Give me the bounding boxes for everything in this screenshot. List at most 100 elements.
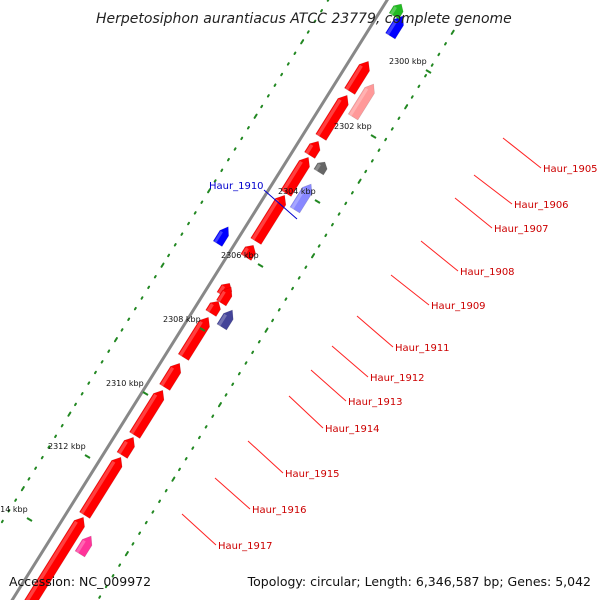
gc-dot xyxy=(284,297,288,301)
gene-arrow-1910[interactable] xyxy=(212,226,229,247)
gene-arrow-1909[interactable] xyxy=(240,244,256,261)
gene-label-haur-1909[interactable]: Haur_1909 xyxy=(431,301,486,312)
gc-dot xyxy=(331,222,334,227)
gc-dot xyxy=(264,327,269,333)
gc-dot xyxy=(200,200,204,204)
gc-dot xyxy=(397,116,401,120)
gene-arrow-1916[interactable] xyxy=(116,436,135,459)
gc-dot xyxy=(193,211,197,215)
gc-dot xyxy=(20,486,25,492)
gene-highlight xyxy=(179,320,203,357)
gene-label-haur-1911[interactable]: Haur_1911 xyxy=(395,343,450,354)
ruler-tick xyxy=(370,134,377,139)
gc-dot xyxy=(173,243,177,247)
gene-arrow-1911b[interactable] xyxy=(216,309,234,331)
gene-arrow-1907b[interactable] xyxy=(289,183,313,214)
gene-arrow-1908[interactable] xyxy=(250,194,287,245)
gene-arrow-1906[interactable] xyxy=(304,140,321,159)
gene-highlight xyxy=(214,230,223,243)
gene-label-haur-1917[interactable]: Haur_1917 xyxy=(218,541,273,552)
gene-highlight xyxy=(217,285,226,295)
gc-dot xyxy=(444,42,447,46)
gc-dot xyxy=(357,178,362,184)
gc-dot xyxy=(233,147,237,151)
gc-dot xyxy=(437,52,441,57)
gc-dot xyxy=(390,127,394,131)
gc-dot xyxy=(213,179,217,183)
gene-arrow-1904[interactable] xyxy=(344,60,370,95)
gc-dot xyxy=(27,477,31,481)
gene-highlight xyxy=(241,247,249,257)
gc-dot xyxy=(304,265,308,269)
gc-dot xyxy=(171,476,176,482)
ruler-ticks: 2300 kbp 2302 kbp 2304 kbp 2306 kbp 2308 kbp… xyxy=(0,57,432,522)
gene-arrow-1905b[interactable] xyxy=(347,83,375,121)
gene-arrow-1905[interactable] xyxy=(315,94,349,141)
gc-dot xyxy=(140,296,144,300)
gc-dot xyxy=(260,104,264,109)
gc-dot xyxy=(266,94,270,98)
gene-leader-line xyxy=(331,345,369,378)
gene-arrow-1917a[interactable] xyxy=(23,516,85,600)
gc-dot xyxy=(133,306,137,311)
gc-dot xyxy=(40,455,44,460)
gene-arrow-1915[interactable] xyxy=(129,389,165,439)
gene-arrow-1906b[interactable] xyxy=(313,161,328,176)
backbone-track xyxy=(10,0,389,600)
gc-dot xyxy=(286,62,290,66)
gene-arrow-1907[interactable] xyxy=(280,156,310,197)
gc-dot xyxy=(204,425,208,429)
gene-highlight xyxy=(349,87,369,117)
gc-dot xyxy=(74,402,77,407)
gene-arrow-1914[interactable] xyxy=(159,362,182,391)
gene-arrow-1903-green[interactable] xyxy=(388,3,404,20)
gene-leader-line xyxy=(420,240,459,272)
gc-dot xyxy=(147,285,151,290)
gc-dot xyxy=(111,574,115,578)
gene-label-haur-1910[interactable]: Haur_1910 xyxy=(209,181,264,192)
gc-dot xyxy=(87,381,91,385)
gene-label-haur-1916[interactable]: Haur_1916 xyxy=(252,505,307,516)
gene-label-haur-1905[interactable]: Haur_1905 xyxy=(543,164,598,175)
gc-dot xyxy=(127,317,131,321)
gc-dot xyxy=(320,9,323,13)
gc-dot xyxy=(271,318,275,323)
ruler-tick-label: 2300 kbp xyxy=(389,57,427,66)
gene-label-haur-1915[interactable]: Haur_1915 xyxy=(285,469,340,480)
gene-arrow-1912[interactable] xyxy=(205,300,221,317)
gene-leader-line xyxy=(473,174,513,205)
gene-arrow-1904-blue[interactable] xyxy=(385,15,404,40)
gene-label-haur-1908[interactable]: Haur_1908 xyxy=(460,267,515,278)
ruler-tick xyxy=(425,69,432,74)
gene-leader-line xyxy=(356,315,394,348)
gc-dot xyxy=(104,584,108,589)
gc-dot xyxy=(100,360,104,364)
gc-dot xyxy=(253,113,258,119)
gene-arrow-1910b[interactable] xyxy=(215,286,233,307)
gc-dot xyxy=(198,435,201,440)
gc-dot xyxy=(337,212,341,216)
gc-dot xyxy=(244,361,248,365)
gene-arrow-1917-rna[interactable] xyxy=(74,535,93,558)
gene-label-haur-1907[interactable]: Haur_1907 xyxy=(494,224,549,235)
gene-highlight xyxy=(316,98,342,137)
gene-label-haur-1906[interactable]: Haur_1906 xyxy=(514,200,569,211)
ruler-tick-label: 2304 kbp xyxy=(278,187,316,196)
gene-highlight xyxy=(160,366,175,387)
gene-leader-line xyxy=(310,369,347,402)
gene-track xyxy=(23,3,404,600)
gene-label-haur-1913[interactable]: Haur_1913 xyxy=(348,397,403,408)
gc-dot xyxy=(384,137,388,142)
ruler-tick xyxy=(314,199,321,204)
gc-dot xyxy=(120,328,124,332)
gene-leader-line xyxy=(181,513,217,546)
gene-highlight xyxy=(290,187,306,210)
gene-highlight xyxy=(117,440,128,455)
gene-label-haur-1914[interactable]: Haur_1914 xyxy=(325,424,380,435)
gc-dot xyxy=(207,188,212,194)
gene-arrow-1917b[interactable] xyxy=(79,456,123,519)
gene-label-haur-1912[interactable]: Haur_1912 xyxy=(370,373,425,384)
gc-dot xyxy=(377,148,381,152)
